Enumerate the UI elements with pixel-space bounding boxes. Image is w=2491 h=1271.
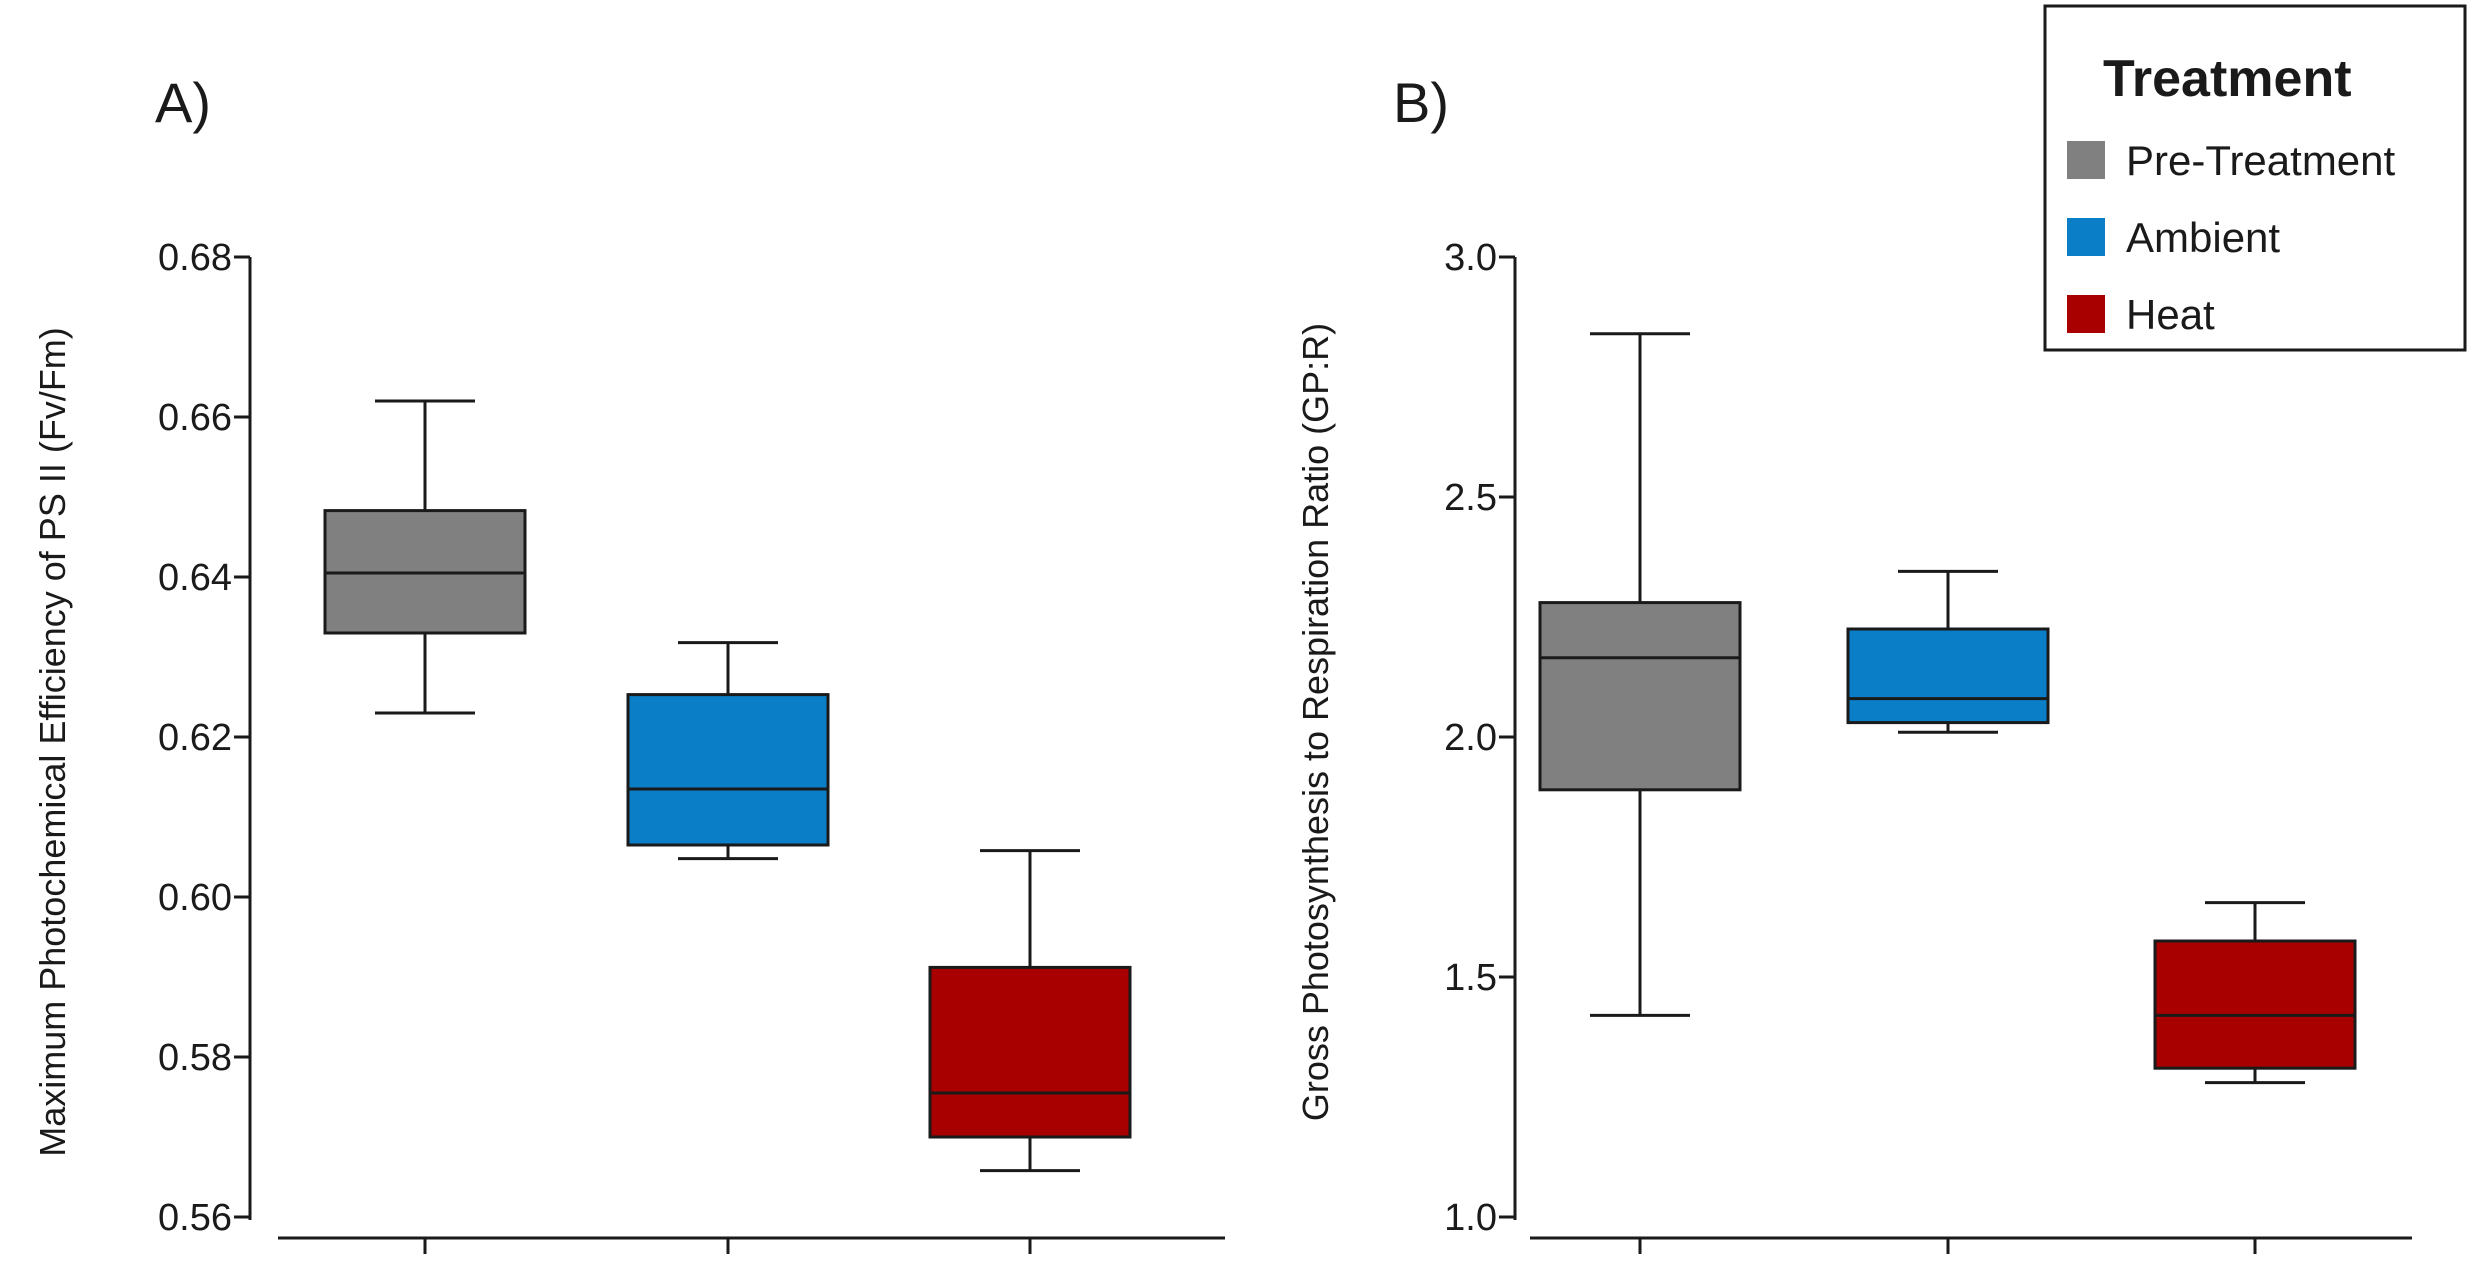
- panel-a-box-heat: [928, 849, 1132, 1173]
- panel-b-boxes: [1538, 332, 2357, 1085]
- panel-a-y-ticks: 0.56 0.58 0.60 0.62 0.64 0.66 0.68: [158, 237, 250, 1239]
- panel-b-y-tick-label: 1.0: [1444, 1197, 1497, 1239]
- panel-a-y-tick-label: 0.58: [158, 1037, 232, 1079]
- panel-b-box-heat: [2153, 901, 2357, 1085]
- panel-b-x-ticks: [1638, 1238, 2257, 1254]
- panel-b-y-ticks: 1.0 1.5 2.0 2.5 3.0: [1444, 237, 1515, 1239]
- panel-b-box-ambient: [1846, 569, 2050, 734]
- iqr-box: [2153, 939, 2357, 1070]
- legend-items: Pre-Treatment Ambient Heat: [2067, 137, 2396, 338]
- iqr-box: [928, 965, 1132, 1139]
- legend: Treatment Pre-Treatment Ambient Heat: [2043, 4, 2467, 352]
- panel-b-y-tick-label: 2.5: [1444, 477, 1497, 519]
- legend-frame: [2043, 4, 2467, 352]
- panel-a-y-tick-label: 0.60: [158, 877, 232, 919]
- panel-b-y-tick-label: 2.0: [1444, 717, 1497, 759]
- panel-a-box-pre-treatment: [323, 399, 527, 715]
- panel-a-y-tick-label: 0.66: [158, 397, 232, 439]
- legend-label: Pre-Treatment: [2126, 137, 2396, 184]
- panel-b: B) Gross Photosynthesis to Respiration R…: [1295, 71, 2412, 1254]
- iqr-box: [1538, 601, 1742, 792]
- legend-swatch: [2067, 218, 2105, 256]
- legend-swatch: [2067, 141, 2105, 179]
- iqr-box: [626, 693, 830, 847]
- panel-a-y-tick-label: 0.56: [158, 1197, 232, 1239]
- panel-b-y-tick-label: 1.5: [1444, 957, 1497, 999]
- panel-b-y-tick-label: 3.0: [1444, 237, 1497, 279]
- panel-a-y-tick-label: 0.68: [158, 237, 232, 279]
- legend-label: Ambient: [2126, 214, 2280, 261]
- panel-b-label: B): [1393, 71, 1449, 134]
- panel-a-x-ticks: [423, 1238, 1032, 1254]
- panel-a-boxes: [323, 399, 1132, 1173]
- panel-b-box-pre-treatment: [1538, 332, 1742, 1017]
- legend-label: Heat: [2126, 291, 2215, 338]
- panel-a-y-tick-label: 0.62: [158, 717, 232, 759]
- panel-a-box-ambient: [626, 641, 830, 861]
- panel-b-y-axis-title: Gross Photosynthesis to Respiration Rati…: [1295, 323, 1336, 1121]
- panel-a-label: A): [155, 71, 211, 134]
- panel-a-y-axis-title: Maximum Photochemical Efficiency of PS I…: [32, 327, 73, 1157]
- legend-title: Treatment: [2103, 50, 2352, 108]
- panel-a-y-tick-label: 0.64: [158, 557, 232, 599]
- legend-swatch: [2067, 295, 2105, 333]
- panel-a: A) Maximum Photochemical Efficiency of P…: [32, 71, 1225, 1254]
- iqr-box: [1846, 627, 2050, 725]
